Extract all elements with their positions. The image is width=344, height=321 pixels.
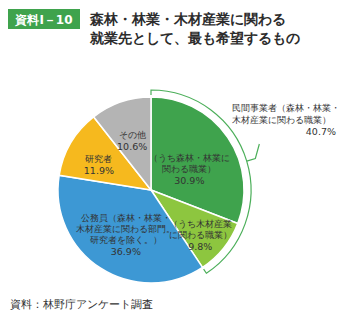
- chart-svg: 資料Ⅰ－10 森林・林業・木材産業に関わる就業先として、最も希望するもの （うち森林…: [0, 0, 344, 321]
- annotation-text-line: 民間事業者（森林・林業・: [232, 103, 340, 113]
- slice-category: 公務員（森林・林業・木材産業に関わる部門。研究者を除く。）: [76, 213, 175, 245]
- slice-category: （うち森林・林業に関わる職業）: [149, 153, 230, 174]
- pie-slice: [94, 97, 151, 190]
- annotation-leader: [247, 144, 260, 161]
- figure-label: 資料Ⅰ－10: [14, 13, 72, 27]
- slice-category-line: に関わる職業）: [169, 230, 232, 240]
- slices: [58, 97, 244, 283]
- title-line: 森林・林業・木材産業に関わる: [89, 11, 286, 27]
- data-label: 36.9%: [111, 246, 141, 257]
- source: 資料：林野庁アンケート調査: [10, 298, 153, 310]
- slice-category: その他: [119, 130, 146, 140]
- slice-category: （うち木材産業に関わる職業）: [169, 219, 232, 240]
- slice-category-line: 公務員（森林・林業・: [81, 213, 171, 223]
- title-line: 就業先として、最も希望するもの: [89, 30, 300, 46]
- slice-category-line: 関わる職業）: [162, 164, 216, 174]
- slice-category-line: その他: [119, 130, 146, 140]
- annotation-text-line: 木材産業に関わる職業）: [232, 115, 331, 125]
- data-label: 9.8%: [188, 241, 212, 252]
- badge-bg: [8, 9, 80, 29]
- data-label: 10.6%: [117, 141, 147, 152]
- slice-category-line: 木材産業に関わる部門。: [76, 224, 175, 234]
- slice-category-line: （うち木材産業: [169, 219, 232, 229]
- data-label: 11.9%: [84, 165, 114, 176]
- annotation-label: 40.7%: [306, 126, 336, 137]
- slice-category-line: 研究者を除く。）: [90, 235, 162, 245]
- annotation-text: 民間事業者（森林・林業・木材産業に関わる職業）: [232, 103, 340, 125]
- chart-root: 資料Ⅰ－10 森林・林業・木材産業に関わる就業先として、最も希望するもの （うち森林…: [0, 0, 344, 321]
- data-label: 30.9%: [174, 175, 204, 186]
- slice-category: 研究者: [85, 154, 112, 164]
- slice-category-line: （うち森林・林業に: [149, 153, 230, 163]
- slice-category-line: 研究者: [85, 154, 112, 164]
- title: 森林・林業・木材産業に関わる就業先として、最も希望するもの: [89, 11, 300, 46]
